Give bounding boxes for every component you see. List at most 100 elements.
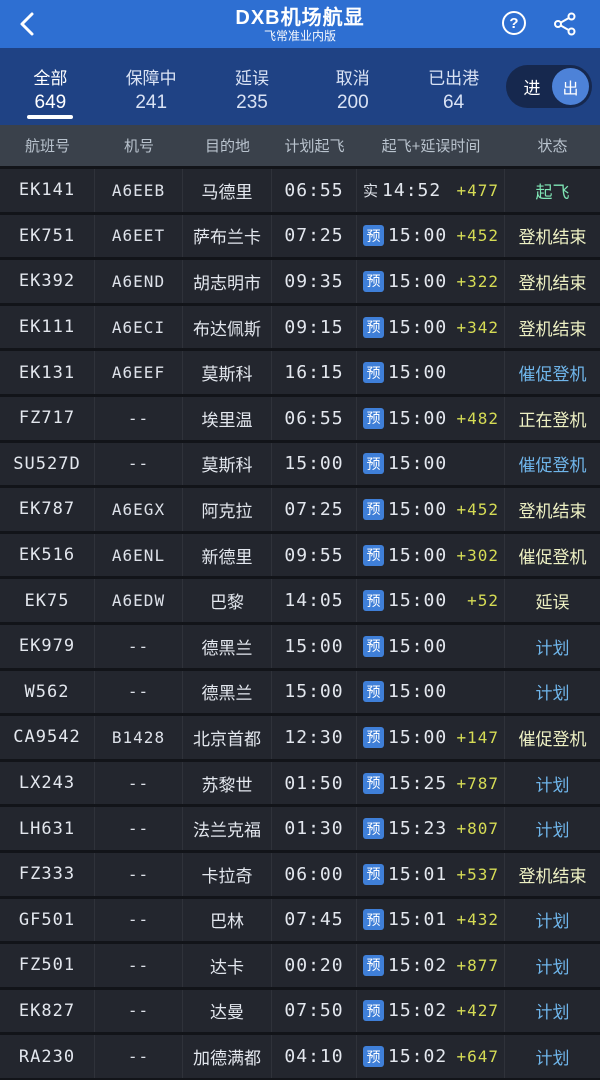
flight-row[interactable]: EK516 A6ENL 新德里 09:55 预 15:00 +302 催促登机 <box>0 533 600 577</box>
flight-row[interactable]: EK131 A6EEF 莫斯科 16:15 预 15:00 催促登机 <box>0 351 600 394</box>
delay-minutes: +147 <box>456 727 499 747</box>
delay-minutes: +342 <box>456 317 499 337</box>
flight-row[interactable]: GF501 -- 巴林 07:45 预 15:01 +432 计划 <box>0 898 600 942</box>
destination: 巴林 <box>183 898 272 942</box>
flight-number: EK516 <box>0 533 95 577</box>
flight-status: 正在登机 <box>518 410 587 430</box>
latest-time: 15:00 <box>388 225 448 247</box>
flight-row[interactable]: EK75 A6EDW 巴黎 14:05 预 15:00 +52 延误 <box>0 579 600 622</box>
delay-minutes: +432 <box>456 910 499 930</box>
latest-time: 15:00 <box>388 681 448 703</box>
tab-count: 241 <box>135 91 168 113</box>
tab-delayed[interactable]: 延误 235 <box>202 48 303 125</box>
actual-time-cell: 预 15:00 <box>357 670 505 714</box>
flight-number: W562 <box>0 670 95 714</box>
latest-time: 15:01 <box>388 863 448 885</box>
actual-time-cell: 实 14:52 +477 <box>357 169 505 212</box>
flight-number: EK111 <box>0 305 95 349</box>
destination: 莫斯科 <box>183 442 272 486</box>
tab-in-progress[interactable]: 保障中 241 <box>101 48 202 125</box>
scheduled-departure-time: 06:55 <box>272 396 357 440</box>
tab-count: 200 <box>336 91 369 113</box>
latest-time: 15:00 <box>388 635 448 657</box>
flight-status: 计划 <box>535 638 570 658</box>
flight-status: 计划 <box>535 684 570 704</box>
scheduled-departure-time: 12:30 <box>272 716 357 759</box>
delay-minutes: +477 <box>456 180 499 200</box>
flight-row[interactable]: SU527D -- 莫斯科 15:00 预 15:00 催促登机 <box>0 442 600 486</box>
col-status: 状态 <box>537 138 568 155</box>
flight-row[interactable]: CA9542 B1428 北京首都 12:30 预 15:00 +147 催促登… <box>0 716 600 759</box>
time-type-badge: 预 <box>363 1046 384 1068</box>
help-icon[interactable]: ? <box>502 11 526 35</box>
aircraft-registration: A6END <box>95 260 183 303</box>
scheduled-departure-time: 16:15 <box>272 351 357 394</box>
destination: 达卡 <box>183 944 272 987</box>
destination: 布达佩斯 <box>183 305 272 349</box>
col-scheduled: 计划起飞 <box>284 138 345 155</box>
flight-row[interactable]: EK827 -- 达曼 07:50 预 15:02 +427 计划 <box>0 989 600 1033</box>
tab-departed[interactable]: 已出港 64 <box>403 48 504 125</box>
flight-row[interactable]: FZ333 -- 卡拉奇 06:00 预 15:01 +537 登机结束 <box>0 852 600 896</box>
aircraft-registration: A6EGX <box>95 488 183 531</box>
scheduled-departure-time: 09:35 <box>272 260 357 303</box>
actual-time-cell: 预 15:00 <box>357 624 505 668</box>
flight-number: EK392 <box>0 260 95 303</box>
back-icon[interactable] <box>14 10 42 38</box>
toggle-departures-label[interactable]: 出 <box>552 68 589 105</box>
flight-row[interactable]: LH631 -- 法兰克福 01:30 预 15:23 +807 计划 <box>0 807 600 850</box>
tab-all[interactable]: 全部 649 <box>0 48 101 125</box>
destination: 萨布兰卡 <box>183 214 272 258</box>
time-type-badge: 预 <box>363 590 384 612</box>
flight-row[interactable]: FZ717 -- 埃里温 06:55 预 15:00 +482 正在登机 <box>0 396 600 440</box>
actual-time-cell: 预 15:01 +432 <box>357 898 505 942</box>
flight-row[interactable]: EK141 A6EEB 马德里 06:55 实 14:52 +477 起飞 <box>0 169 600 212</box>
aircraft-registration: -- <box>95 624 183 668</box>
actual-time-cell: 预 15:02 +647 <box>357 1035 505 1078</box>
flight-row[interactable]: EK111 A6ECI 布达佩斯 09:15 预 15:00 +342 登机结束 <box>0 305 600 349</box>
flight-row[interactable]: W562 -- 德黑兰 15:00 预 15:00 计划 <box>0 670 600 714</box>
app-header: DXB机场航显 飞常准业内版 ? <box>0 0 600 48</box>
aircraft-registration: A6EET <box>95 214 183 258</box>
aircraft-registration: -- <box>95 442 183 486</box>
flight-number: LH631 <box>0 807 95 850</box>
aircraft-registration: -- <box>95 396 183 440</box>
delay-minutes: +807 <box>456 819 499 839</box>
flight-status: 催促登机 <box>518 365 587 385</box>
flight-row[interactable]: RA230 -- 加德满都 04:10 预 15:02 +647 计划 <box>0 1035 600 1078</box>
flight-status: 催促登机 <box>518 456 587 476</box>
flight-status: 起飞 <box>535 182 570 202</box>
latest-time: 14:52 <box>382 179 442 201</box>
flight-number: GF501 <box>0 898 95 942</box>
flight-row[interactable]: LX243 -- 苏黎世 01:50 预 15:25 +787 计划 <box>0 761 600 805</box>
destination: 德黑兰 <box>183 670 272 714</box>
actual-time-cell: 预 15:23 +807 <box>357 807 505 850</box>
flight-row[interactable]: EK392 A6END 胡志明市 09:35 预 15:00 +322 登机结束 <box>0 260 600 303</box>
flight-row[interactable]: EK979 -- 德黑兰 15:00 预 15:00 计划 <box>0 624 600 668</box>
scheduled-departure-time: 07:45 <box>272 898 357 942</box>
tab-cancelled[interactable]: 取消 200 <box>302 48 403 125</box>
flight-row[interactable]: EK787 A6EGX 阿克拉 07:25 预 15:00 +452 登机结束 <box>0 488 600 531</box>
actual-time-cell: 预 15:00 +482 <box>357 396 505 440</box>
latest-time: 15:00 <box>388 270 448 292</box>
latest-time: 15:25 <box>388 772 448 794</box>
aircraft-registration: A6EDW <box>95 579 183 622</box>
aircraft-registration: -- <box>95 761 183 805</box>
scheduled-departure-time: 15:00 <box>272 442 357 486</box>
flight-status: 计划 <box>535 821 570 841</box>
flight-row[interactable]: FZ501 -- 达卡 00:20 预 15:02 +877 计划 <box>0 944 600 987</box>
aircraft-registration: -- <box>95 944 183 987</box>
share-icon[interactable] <box>552 11 578 37</box>
actual-time-cell: 预 15:01 +537 <box>357 852 505 896</box>
actual-time-cell: 预 15:00 +322 <box>357 260 505 303</box>
aircraft-registration: -- <box>95 670 183 714</box>
flight-row[interactable]: EK751 A6EET 萨布兰卡 07:25 预 15:00 +452 登机结束 <box>0 214 600 258</box>
time-type-badge: 预 <box>363 726 384 748</box>
arrival-departure-toggle[interactable]: 进 出 <box>506 65 592 108</box>
destination: 法兰克福 <box>183 807 272 850</box>
flight-number: EK751 <box>0 214 95 258</box>
actual-time-cell: 预 15:25 +787 <box>357 761 505 805</box>
flight-status: 计划 <box>535 1049 570 1069</box>
toggle-arrivals-label[interactable]: 进 <box>523 79 541 98</box>
